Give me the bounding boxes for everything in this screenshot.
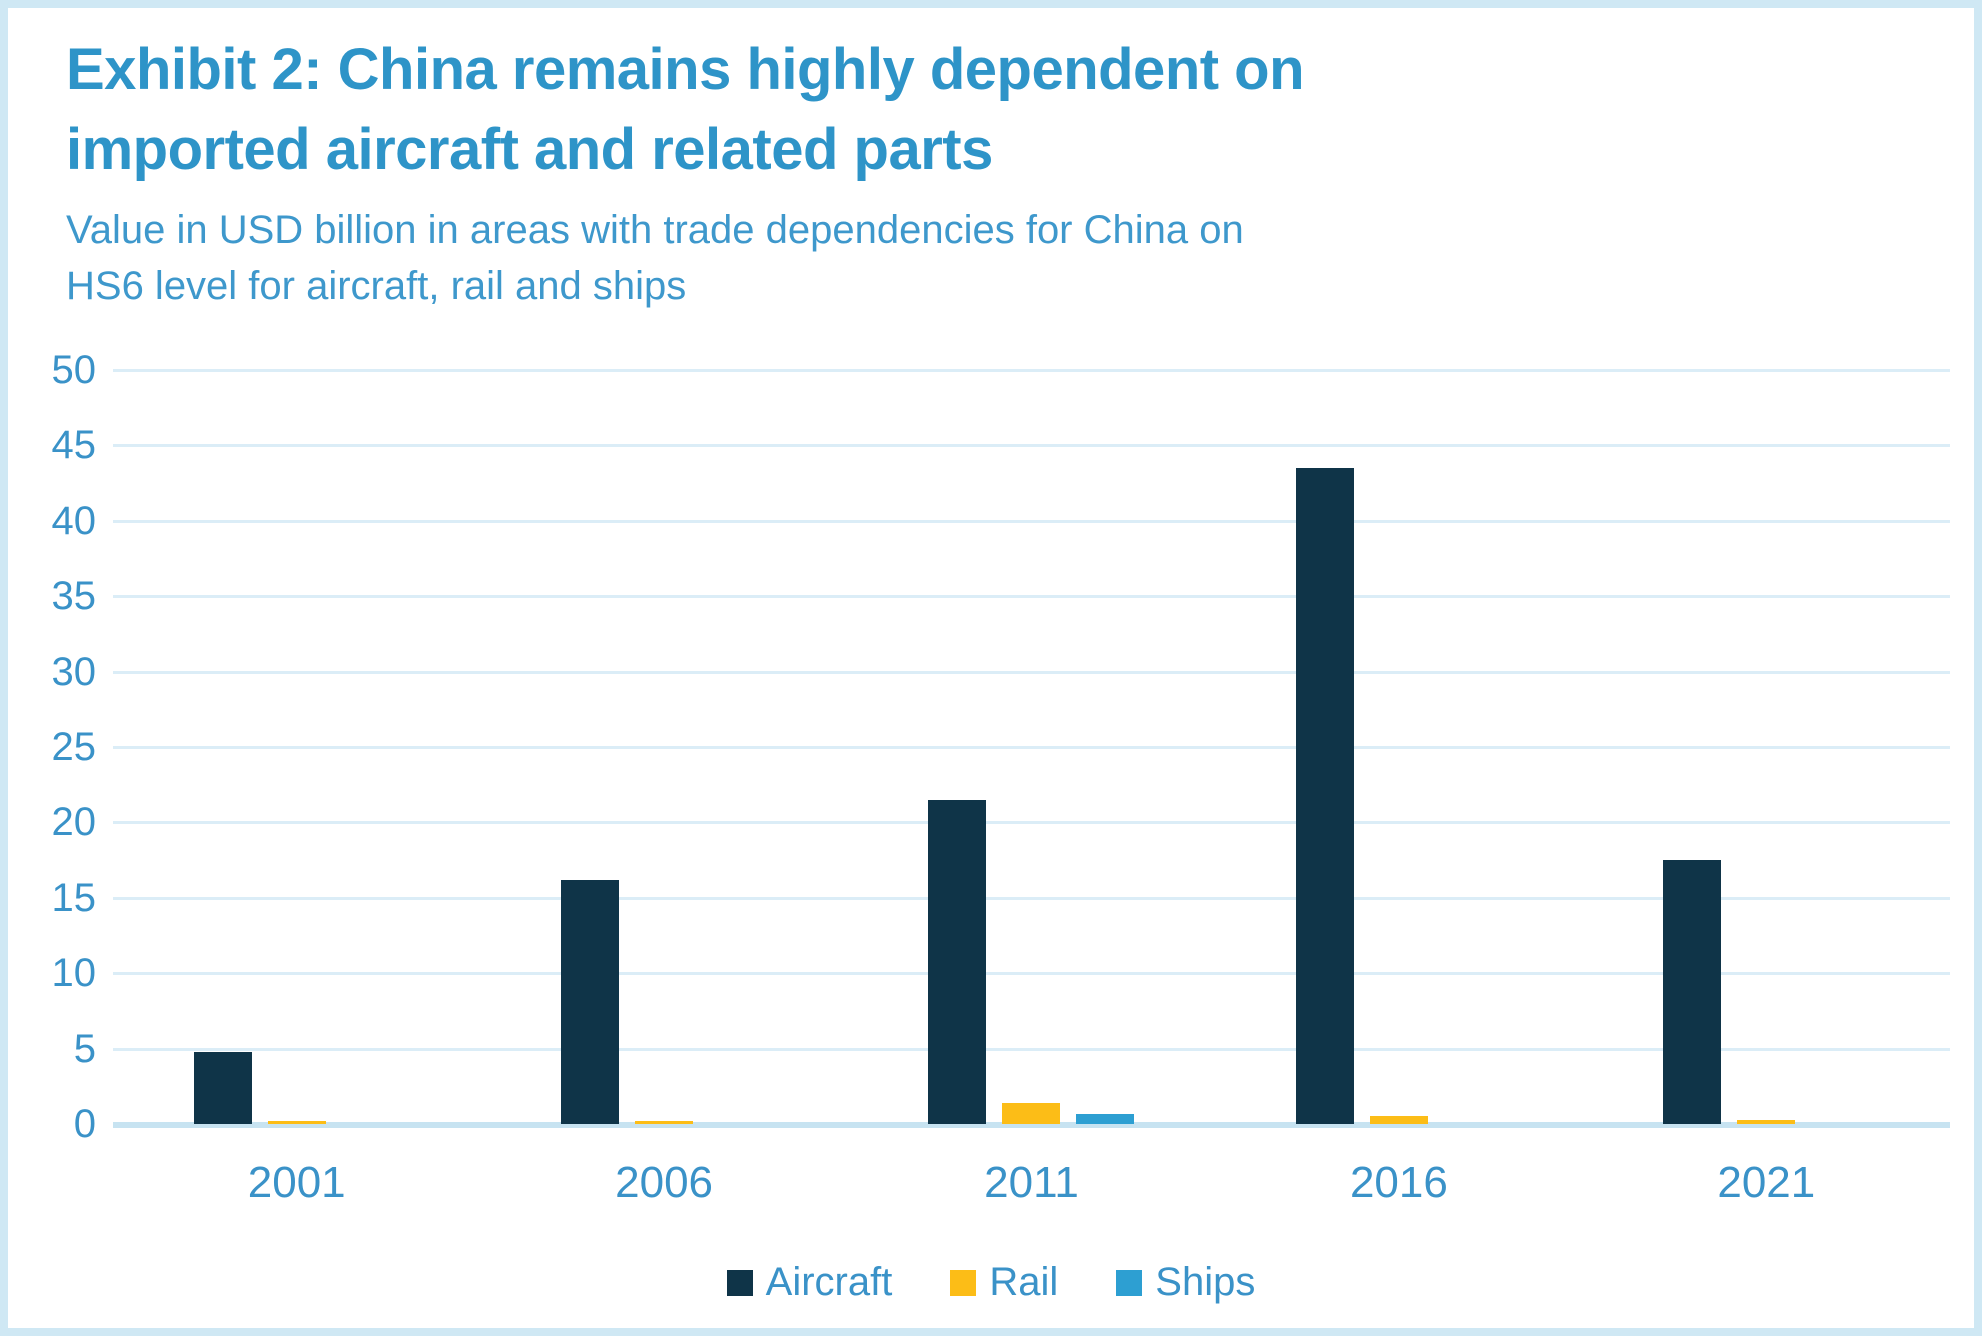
x-axis-label-2006: 2006 <box>615 1158 714 1207</box>
bar-rail-2006 <box>635 1121 694 1124</box>
y-axis-label-10: 10 <box>51 951 97 996</box>
bar-group-2006 <box>480 370 847 1124</box>
bar-aircraft-2001 <box>193 1052 252 1124</box>
bar-aircraft-2006 <box>561 880 620 1124</box>
gridline-25 <box>113 746 1950 749</box>
x-axis-label-2001: 2001 <box>247 1158 346 1207</box>
legend-swatch-aircraft-icon <box>726 1269 753 1296</box>
x-axis-line <box>113 1122 1950 1128</box>
y-axis-label-0: 0 <box>73 1102 96 1146</box>
legend-item-aircraft: Aircraft <box>726 1260 893 1305</box>
bar-rail-2011 <box>1002 1103 1061 1124</box>
legend-swatch-ships-icon <box>1116 1269 1143 1296</box>
gridline-30 <box>113 670 1950 674</box>
bar-rail-2016 <box>1369 1116 1428 1124</box>
y-axis-label-40: 40 <box>51 498 97 543</box>
bar-rail-2001 <box>267 1121 326 1124</box>
gridline-50 <box>113 369 1950 372</box>
legend-swatch-rail-icon <box>950 1269 977 1296</box>
gridline-45 <box>113 444 1950 448</box>
x-axis-label-2011: 2011 <box>984 1158 1079 1207</box>
y-axis-label-15: 15 <box>51 875 97 920</box>
gridline-10 <box>113 972 1950 976</box>
y-axis-label-50: 50 <box>51 348 97 392</box>
bar-aircraft-2011 <box>928 800 987 1124</box>
legend-label-ships: Ships <box>1155 1260 1256 1304</box>
bar-group-2001 <box>113 370 480 1124</box>
y-axis-label-35: 35 <box>51 574 97 619</box>
x-axis-label-2021: 2021 <box>1717 1158 1816 1207</box>
gridline-15 <box>113 896 1950 900</box>
exhibit-header: Exhibit 2: China remains highly dependen… <box>66 30 1305 314</box>
y-axis-label-45: 45 <box>51 423 97 468</box>
bar-group-2016 <box>1215 370 1582 1124</box>
legend-item-ships: Ships <box>1116 1260 1255 1305</box>
bar-ships-2011 <box>1076 1114 1135 1124</box>
gridline-35 <box>113 595 1950 599</box>
exhibit-subtitle: Value in USD billion in areas with trade… <box>66 202 1304 314</box>
exhibit-title-line-1: Exhibit 2: China remains highly dependen… <box>66 37 1305 102</box>
legend-label-aircraft: Aircraft <box>765 1260 893 1304</box>
x-axis-label-2016: 2016 <box>1349 1158 1448 1207</box>
gridline-5 <box>113 1047 1950 1051</box>
bar-rail-2021 <box>1737 1120 1796 1124</box>
y-axis-label-20: 20 <box>51 800 97 845</box>
legend-label-rail: Rail <box>989 1260 1059 1304</box>
y-axis-label-25: 25 <box>51 725 97 769</box>
bar-aircraft-2021 <box>1663 860 1722 1124</box>
exhibit-subtitle-line-1: Value in USD billion in areas with trade… <box>66 208 1244 252</box>
bar-group-2021 <box>1583 370 1950 1124</box>
y-axis-label-30: 30 <box>51 649 97 694</box>
exhibit-subtitle-line-2: HS6 level for aircraft, rail and ships <box>66 264 687 308</box>
y-axis-label-5: 5 <box>73 1026 96 1071</box>
bar-aircraft-2016 <box>1295 468 1354 1124</box>
legend-item-rail: Rail <box>950 1260 1058 1305</box>
chart-legend: Aircraft Rail Ships <box>8 1260 1974 1305</box>
bar-group-2011 <box>848 370 1215 1124</box>
gridline-20 <box>113 821 1950 825</box>
gridline-40 <box>113 519 1950 523</box>
exhibit-page: Exhibit 2: China remains highly dependen… <box>8 8 1974 1328</box>
exhibit-title-line-2: imported aircraft and related parts <box>66 117 993 182</box>
